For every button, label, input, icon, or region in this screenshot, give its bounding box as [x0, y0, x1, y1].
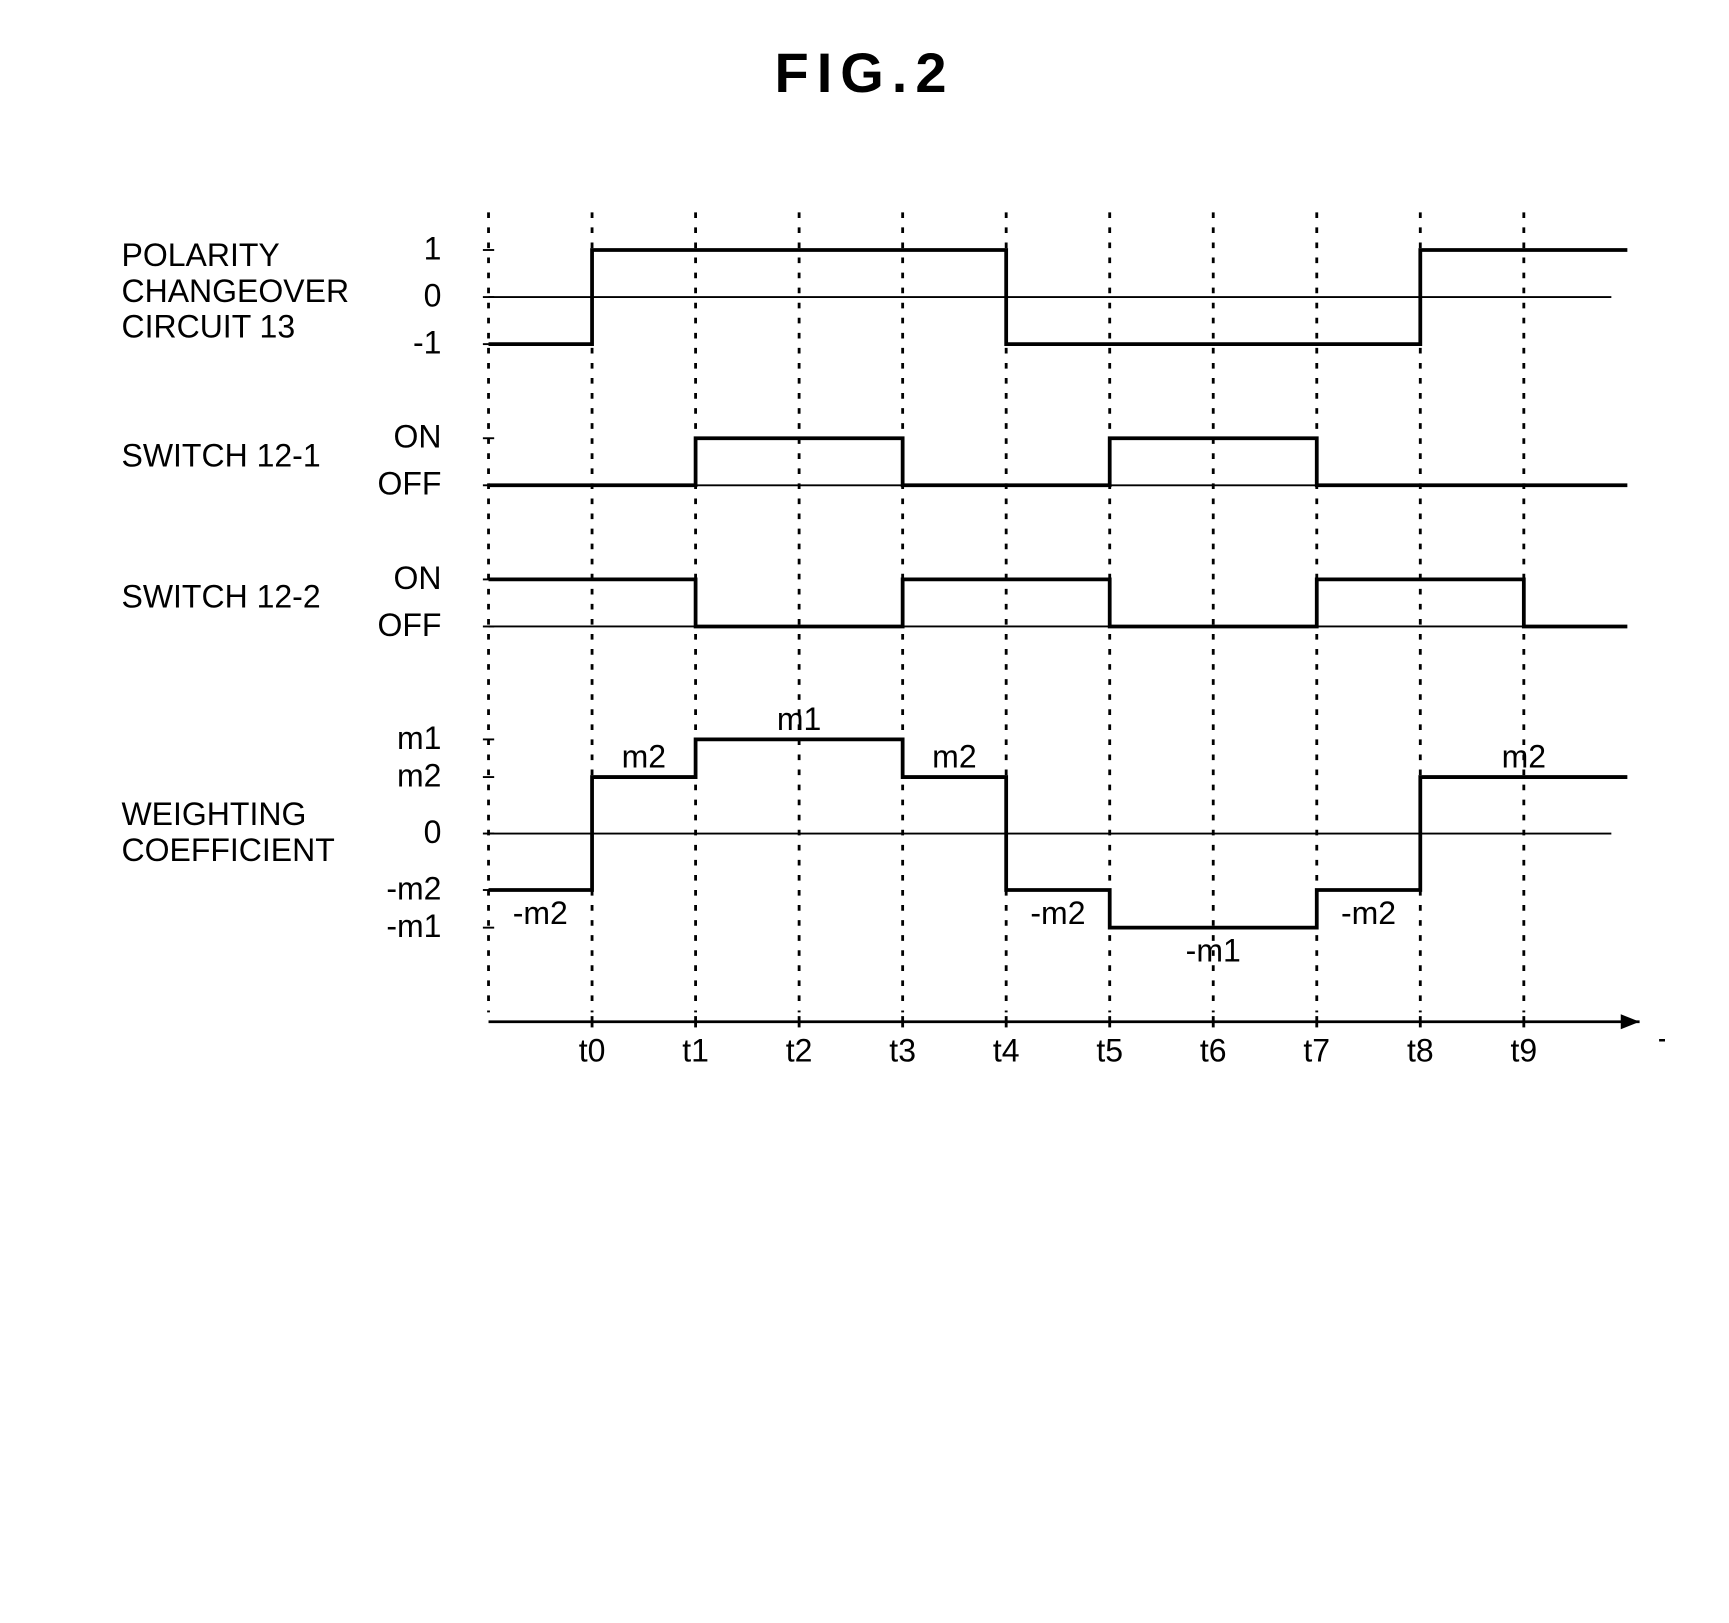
segment-label: m1: [776, 701, 820, 737]
y-tick-label: -m1: [386, 908, 441, 944]
row-label: CHANGEOVER: [121, 273, 349, 309]
y-tick-label: -m2: [386, 870, 441, 906]
figure-container: FIG.2 POLARITYCHANGEOVERCIRCUIT 13 1 0 -1 SW…: [65, 40, 1665, 1115]
y-tick-label: 0: [423, 277, 441, 313]
time-tick-label: t9: [1510, 1032, 1537, 1068]
time-tick-label: t2: [785, 1032, 812, 1068]
y-tick-label: 1: [423, 230, 441, 266]
segment-label: m2: [932, 739, 976, 775]
waveform-switch-12-1: [488, 438, 1627, 485]
segment-label: -m2: [1340, 895, 1395, 931]
y-tick-label: -1: [413, 325, 441, 361]
row-label: SWITCH 12-2: [121, 579, 320, 615]
y-tick-label: ON: [393, 560, 441, 596]
time-tick-label: t4: [992, 1032, 1019, 1068]
time-tick-label: t7: [1303, 1032, 1330, 1068]
y-tick-label: OFF: [377, 466, 441, 502]
y-tick-label: m2: [397, 757, 441, 793]
segment-label: m2: [621, 739, 665, 775]
segment-label: -m2: [1030, 895, 1085, 931]
time-axis-arrow: [1620, 1014, 1639, 1029]
time-tick-label: t5: [1096, 1032, 1123, 1068]
y-tick-label: OFF: [377, 607, 441, 643]
y-tick-label: m1: [397, 720, 441, 756]
row-label: WEIGHTING: [121, 796, 306, 832]
time-tick-label: t0: [578, 1032, 605, 1068]
time-tick-label: t6: [1199, 1032, 1226, 1068]
y-tick-label: 0: [423, 814, 441, 850]
row-label: POLARITY: [121, 237, 279, 273]
waveform-switch-12-2: [488, 579, 1627, 626]
segment-label: -m2: [512, 895, 567, 931]
time-axis-label: TIME: [1658, 1032, 1665, 1068]
segment-label: -m1: [1185, 933, 1240, 969]
y-tick-label: ON: [393, 419, 441, 455]
figure-title: FIG.2: [65, 40, 1665, 105]
segment-label: m2: [1501, 739, 1545, 775]
time-tick-label: t1: [682, 1032, 709, 1068]
row-label: CIRCUIT 13: [121, 309, 295, 345]
row-label: COEFFICIENT: [121, 832, 334, 868]
timing-diagram: POLARITYCHANGEOVERCIRCUIT 13 1 0 -1 SWITCH 1…: [65, 185, 1665, 1115]
row-label: SWITCH 12-1: [121, 437, 320, 473]
time-tick-label: t3: [889, 1032, 916, 1068]
time-tick-label: t8: [1406, 1032, 1433, 1068]
